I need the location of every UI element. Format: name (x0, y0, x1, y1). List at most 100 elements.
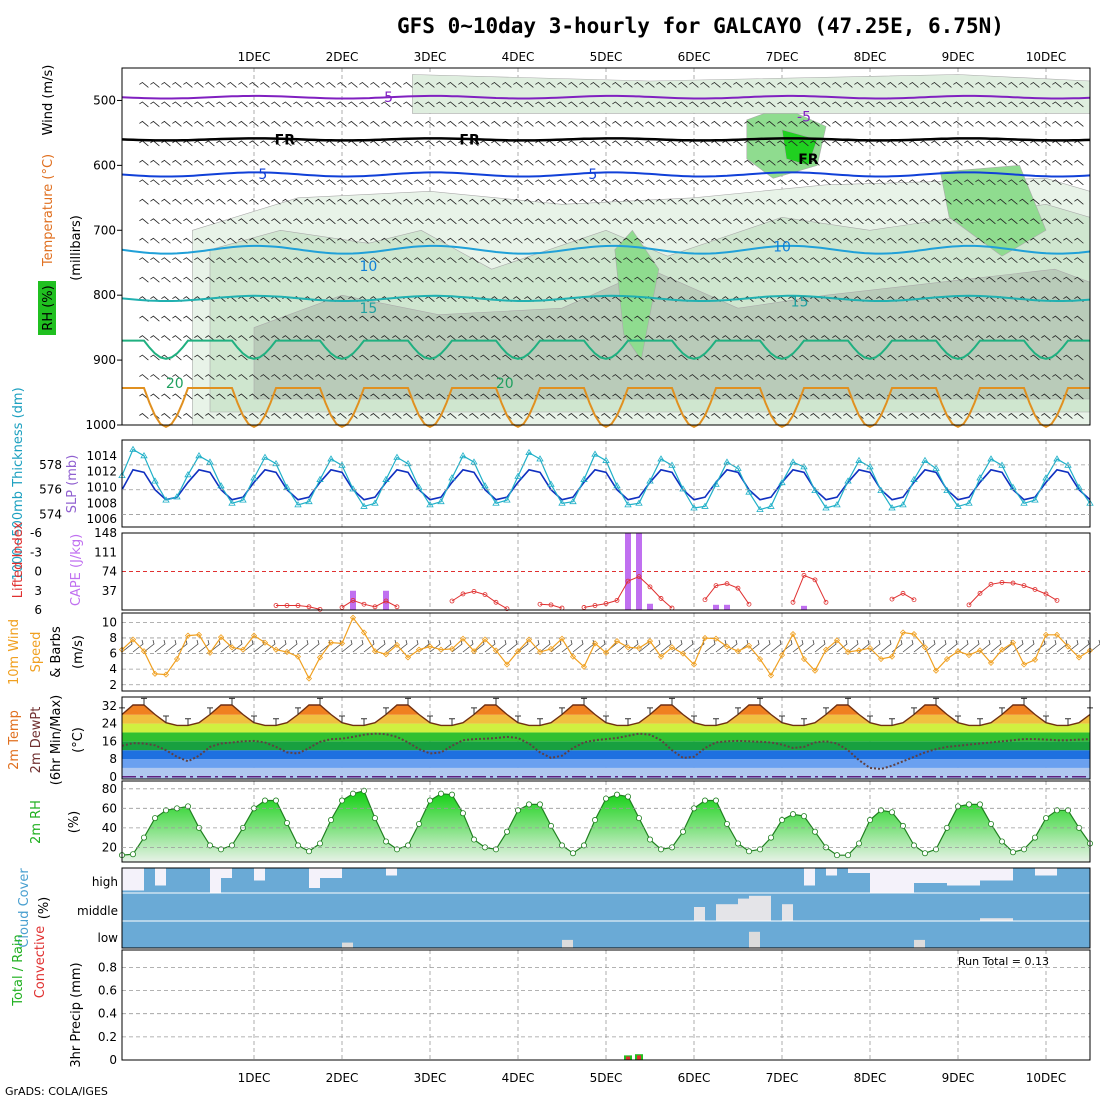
wind-barb (1030, 179, 1040, 186)
wind-barb (161, 159, 171, 166)
wind-barb (172, 120, 182, 127)
wind-barb (304, 354, 314, 361)
wind-barb (1063, 179, 1073, 186)
wind-barb-10m (660, 639, 672, 653)
wind-barb (315, 354, 325, 361)
wind-barb (920, 276, 930, 283)
wind-speed-point (635, 645, 643, 652)
wind-barb (1041, 413, 1051, 419)
rh-tick-80: 80 (102, 782, 117, 796)
wind-barb (788, 335, 798, 341)
wind-barb (535, 159, 545, 166)
wind-barb (546, 218, 556, 225)
wind-barb (821, 315, 831, 322)
wind-barb (337, 374, 347, 380)
wind-barb (711, 81, 721, 88)
rh-point (459, 810, 466, 817)
wind-barb (1052, 120, 1062, 127)
wind-barb (755, 315, 765, 322)
wind-barb-10m (154, 639, 166, 653)
wind-barb (810, 81, 820, 88)
wind-barb (854, 120, 864, 127)
middle-cloud-patch-5 (782, 904, 793, 921)
wind-barb (920, 315, 930, 322)
wind-barb (876, 237, 886, 244)
wind-barb (491, 335, 501, 341)
wind-barb (1041, 81, 1051, 88)
wind-barb (876, 120, 886, 127)
wind-barb (810, 393, 820, 400)
wind-barb (601, 374, 611, 380)
wind-speed-point (932, 667, 940, 674)
wind-barb (381, 218, 391, 225)
temp-minmax-bar (1065, 718, 1071, 726)
wind-barb (678, 276, 688, 283)
wind-barb (227, 179, 237, 186)
temp-minmax-bar (427, 715, 433, 723)
slp-marker (1042, 474, 1050, 481)
li-point (361, 601, 367, 607)
wind-barb (579, 413, 589, 419)
wind-barb (887, 198, 897, 205)
wind-barb (986, 354, 996, 361)
wind-barb (183, 81, 193, 88)
rh-point (702, 797, 709, 804)
wind-speed-point (316, 654, 324, 661)
wind-barb (1052, 218, 1062, 225)
wind-barb (535, 120, 545, 127)
wind-speed-point (987, 659, 995, 666)
li-point (273, 603, 279, 608)
wind-barb (975, 101, 985, 108)
wind-barb (557, 354, 567, 361)
wind-barb (843, 335, 853, 341)
wind-barb (150, 257, 160, 264)
wind-barb (997, 159, 1007, 166)
contour-label-6: 5 (258, 167, 267, 183)
wind-barb (216, 218, 226, 225)
wind-barb (832, 276, 842, 283)
wind-barb (744, 335, 754, 341)
wind-barb-10m (242, 639, 254, 653)
wind-barb (326, 120, 336, 127)
wind-barb (513, 81, 523, 88)
li-line-3 (451, 590, 508, 610)
wind-barb (601, 140, 611, 147)
slp-marker (327, 455, 335, 462)
wind-barb (887, 159, 897, 166)
wind-barb (788, 140, 798, 147)
wind-barb (513, 159, 523, 166)
wind-barb (898, 81, 908, 88)
wind-barb (227, 257, 237, 264)
wind-barb (689, 237, 699, 244)
slp-marker (360, 502, 368, 509)
wind-barb (260, 179, 270, 186)
wind-barb (216, 159, 226, 166)
wind-barb (260, 140, 270, 147)
high-cloud-gap-14 (947, 868, 980, 886)
high-cloud-gap-15 (980, 868, 1013, 881)
wind-barb (436, 315, 446, 322)
wind-barb (205, 276, 215, 283)
rh-point (746, 848, 753, 855)
wind-barb (392, 140, 402, 147)
wind-barb (293, 354, 303, 361)
wind-barb (249, 140, 259, 147)
wind-barb (238, 335, 248, 341)
rh-point (581, 842, 588, 849)
wind-barb (535, 81, 545, 88)
wind-barb (425, 159, 435, 166)
wind-barb (238, 140, 248, 147)
wind-barb (854, 81, 864, 88)
wind-barb (799, 198, 809, 205)
wind-barb (150, 237, 160, 244)
slp-marker (602, 456, 610, 463)
rh-point (614, 791, 621, 798)
slp-marker (129, 445, 137, 452)
rh-point (515, 807, 522, 814)
wind-barb (502, 374, 512, 380)
wind-barb (1041, 237, 1051, 244)
slp-marker (195, 452, 203, 459)
slp-marker (459, 452, 467, 459)
wind-barb (480, 276, 490, 283)
